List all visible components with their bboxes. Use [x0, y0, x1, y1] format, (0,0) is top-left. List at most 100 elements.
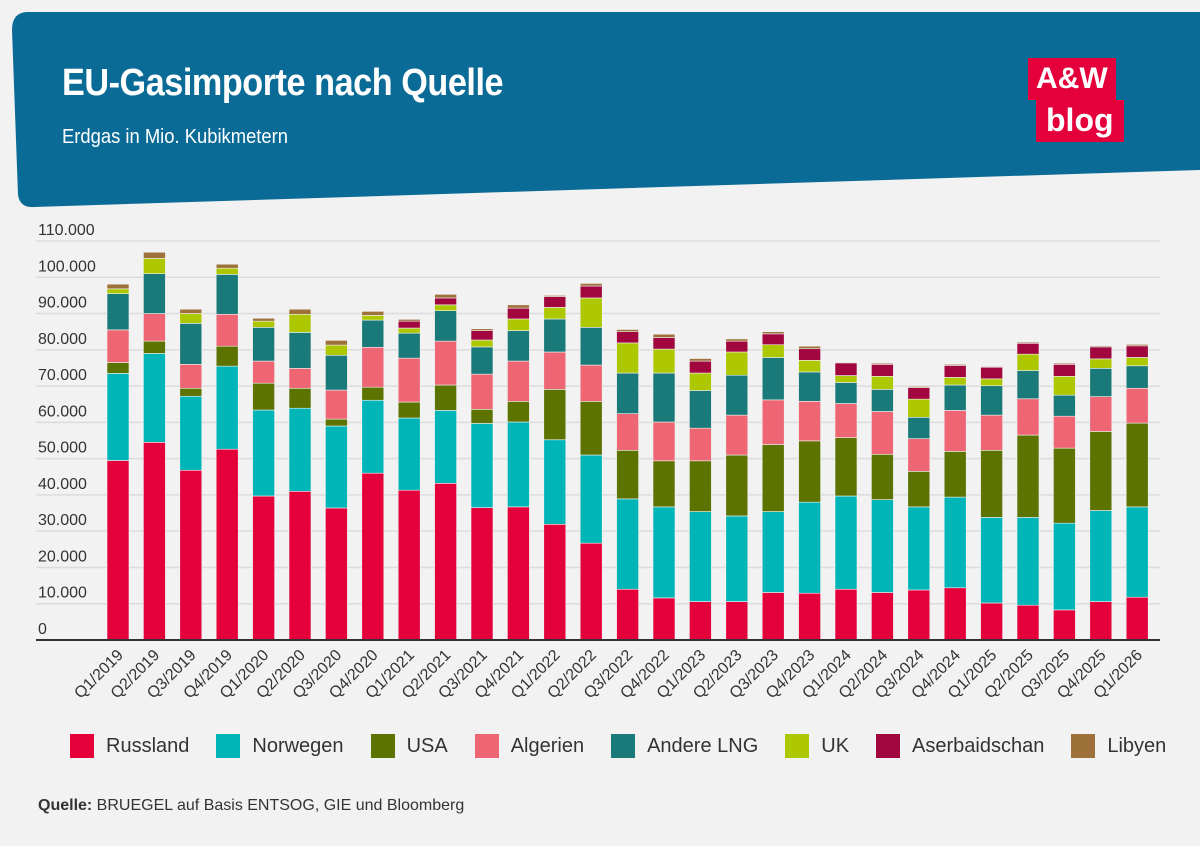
bar-stack-Q2/2025 — [1016, 341, 1040, 641]
bar-segment-norwegen — [725, 515, 749, 602]
legend-item-andere-lng: Andere LNG — [611, 734, 758, 758]
bar-segment-russland — [652, 597, 676, 641]
bar-segment-libyen — [288, 308, 312, 315]
bar-segment-libyen — [943, 364, 967, 366]
legend-swatch — [611, 734, 636, 758]
bar-segment-uk — [288, 313, 312, 333]
bar-segment-uk — [761, 344, 785, 358]
y-tick-label: 50.000 — [38, 440, 87, 457]
bar-segment-aserbaidschan — [434, 297, 457, 306]
bar-segment-algerien — [616, 413, 639, 451]
bar-segment-libyen — [980, 366, 1003, 368]
bar-segment-norwegen — [288, 407, 312, 492]
bar-segment-usa — [397, 401, 421, 419]
bar-stack-Q4/2025 — [1089, 345, 1113, 641]
bar-segment-usa — [907, 471, 931, 508]
bar-segment-algerien — [143, 313, 166, 342]
bar-stack-Q3/2021 — [470, 328, 494, 641]
bar-segment-aserbaidschan — [397, 320, 421, 329]
bar-segment-russland — [434, 483, 457, 641]
bar-segment-aserbaidschan — [616, 331, 639, 344]
bar-segment-andere-lng — [507, 330, 530, 362]
bar-segment-libyen — [179, 308, 203, 314]
bar-segment-libyen — [907, 386, 931, 388]
bar-segment-usa — [652, 460, 676, 508]
bar-segment-russland — [179, 469, 203, 641]
bar-segment-norwegen — [689, 511, 712, 602]
bar-segment-andere-lng — [143, 273, 166, 314]
bar-segment-libyen — [834, 361, 858, 364]
y-tick-label: 10.000 — [38, 585, 87, 602]
bar-segment-andere-lng — [179, 323, 203, 365]
bar-segment-uk — [834, 375, 858, 383]
bar-segment-usa — [1089, 431, 1113, 511]
bar-segment-algerien — [507, 360, 530, 402]
bar-segment-usa — [834, 437, 858, 497]
bar-segment-russland — [215, 448, 239, 641]
bar-stack-Q2/2020 — [288, 308, 312, 641]
bar-stack-Q1/2022 — [543, 295, 567, 641]
bar-segment-libyen — [1125, 344, 1149, 347]
source-text: BRUEGEL auf Basis ENTSOG, GIE und Bloomb… — [92, 797, 465, 814]
bar-segment-andere-lng — [579, 327, 603, 366]
bar-segment-andere-lng — [397, 332, 421, 359]
bar-segment-algerien — [325, 389, 348, 420]
bar-segment-libyen — [507, 304, 530, 309]
bar-stack-Q1/2019 — [106, 283, 130, 641]
bar-segment-andere-lng — [252, 327, 275, 362]
bar-stack-Q1/2025 — [980, 366, 1003, 641]
bar-segment-usa — [943, 451, 967, 498]
bar-segment-libyen — [434, 294, 457, 299]
bar-segment-andere-lng — [1125, 365, 1149, 389]
bar-segment-usa — [616, 449, 639, 500]
bar-segment-aserbaidschan — [1016, 342, 1040, 355]
bar-segment-aserbaidschan — [1125, 345, 1149, 358]
bar-segment-uk — [907, 398, 931, 418]
bar-segment-usa — [1016, 434, 1040, 518]
bar-segment-norwegen — [143, 353, 166, 443]
bar-segment-andere-lng — [834, 382, 858, 404]
legend-swatch — [474, 734, 499, 758]
bar-stack-Q3/2025 — [1053, 362, 1076, 641]
bar-segment-algerien — [579, 364, 603, 402]
y-tick-label: 70.000 — [38, 367, 87, 384]
bar-segment-russland — [689, 601, 712, 641]
bar-segment-algerien — [1125, 387, 1149, 424]
bar-segment-algerien — [106, 329, 130, 363]
bar-stack-Q3/2019 — [179, 308, 203, 641]
bar-segment-russland — [507, 506, 530, 641]
bar-segment-aserbaidschan — [980, 366, 1003, 380]
bar-segment-libyen — [689, 358, 712, 362]
y-tick-label: 0 — [38, 621, 47, 638]
legend-item-algerien: Algerien — [474, 734, 584, 758]
bar-segment-russland — [288, 490, 312, 641]
bar-segment-usa — [252, 382, 275, 411]
bar-segment-uk — [1089, 358, 1113, 369]
bar-stack-Q3/2022 — [616, 329, 639, 641]
bar-segment-libyen — [579, 283, 603, 287]
bar-segment-norwegen — [1089, 510, 1113, 602]
bar-segment-uk — [725, 351, 749, 376]
bar-segment-libyen — [761, 331, 785, 335]
bar-segment-uk — [361, 315, 385, 321]
bar-segment-usa — [361, 386, 385, 401]
bar-segment-aserbaidschan — [725, 340, 749, 353]
bar-segment-uk — [543, 307, 567, 320]
bar-segment-libyen — [215, 263, 239, 269]
bar-segment-uk — [616, 342, 639, 374]
bar-segment-uk — [470, 339, 494, 348]
bar-segment-andere-lng — [543, 318, 567, 353]
legend-swatch — [876, 734, 901, 758]
bar-segment-uk — [507, 318, 530, 331]
stacked-bar-chart: 0 10.000 20.000 30.000 40.000 50.000 60.000 70.… — [36, 222, 1160, 702]
bar-segment-uk — [397, 327, 421, 334]
bar-segment-andere-lng — [1089, 368, 1113, 397]
bar-segment-uk — [980, 378, 1003, 387]
bar-segment-norwegen — [325, 425, 348, 509]
bar-segment-russland — [470, 507, 494, 641]
bar-segment-andere-lng — [470, 346, 494, 375]
bar-segment-aserbaidschan — [470, 330, 494, 341]
bar-segment-usa — [1125, 422, 1149, 508]
bar-segment-andere-lng — [1053, 394, 1076, 417]
bar-segment-algerien — [434, 340, 457, 386]
